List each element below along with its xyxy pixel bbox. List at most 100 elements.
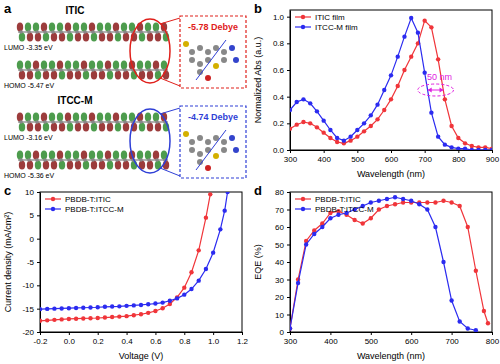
series-point: [482, 309, 486, 313]
orbital-lobe: [89, 61, 95, 70]
atom: [123, 30, 127, 34]
series-point: [396, 54, 400, 58]
atom: [67, 30, 71, 34]
series-point: [385, 204, 389, 208]
series-point: [417, 202, 421, 206]
x-tick-label: 1.2: [237, 337, 249, 346]
series-point: [168, 299, 172, 303]
y-tick-label: 1.0: [273, 13, 285, 22]
atom: [19, 68, 23, 72]
orbital-lobe: [147, 123, 153, 132]
atom: [91, 68, 95, 72]
atom: [139, 158, 143, 162]
legend-label: PBDB-T:ITIC: [65, 195, 111, 204]
orbital-lobe: [75, 161, 81, 170]
series-point: [290, 126, 292, 130]
panel-letter: a: [4, 1, 12, 16]
series-point: [382, 88, 386, 92]
orbital-lobe: [115, 33, 121, 42]
atom: [155, 68, 159, 72]
series-point: [463, 146, 467, 150]
orbital-lobe: [35, 33, 41, 42]
series-point: [124, 314, 128, 318]
series-point: [197, 278, 201, 282]
series-point: [449, 200, 453, 204]
orbital-lobe: [27, 161, 33, 170]
y-tick: 0.4: [273, 93, 290, 102]
orbital-lobe: [43, 33, 49, 42]
orbital-lobe: [81, 113, 87, 122]
orbital-lobe: [33, 113, 39, 122]
plot-marks: [290, 16, 492, 150]
legend: PBDB-T:ITICPBDB-T:ITCC-M: [295, 195, 374, 214]
x-tick: 0.6: [150, 332, 162, 346]
annotation: 50 nm: [418, 72, 454, 96]
series-point: [211, 250, 215, 254]
atom: [107, 158, 111, 162]
atom: [221, 139, 227, 145]
lumo-label: LUMO -3.16 eV: [4, 134, 53, 141]
series-point: [132, 313, 136, 317]
legend-marker: [301, 25, 305, 29]
atom: [147, 68, 151, 72]
series-point: [393, 195, 397, 199]
atom: [107, 68, 111, 72]
plot-frame: [290, 10, 492, 150]
y-tick: 60: [275, 223, 290, 232]
orbital-lobe: [97, 151, 103, 160]
atom: [51, 120, 55, 124]
atom: [99, 68, 103, 72]
dipole-label: -4.74 Debye: [188, 112, 238, 122]
series-point: [402, 34, 406, 38]
atom: [213, 63, 219, 69]
orbital-lobe: [65, 113, 71, 122]
series-point: [88, 305, 92, 309]
x-tick-label: 400: [317, 155, 331, 164]
orbital-lobe: [51, 161, 57, 170]
orbital-lobe: [147, 33, 153, 42]
orbital-lobe: [49, 23, 55, 32]
atom: [99, 30, 103, 34]
atom: [197, 45, 203, 51]
panel-letter: d: [254, 183, 262, 198]
atom: [229, 135, 235, 141]
series-point: [117, 314, 121, 318]
connector: [160, 108, 180, 114]
x-tick-label: 700: [445, 337, 459, 346]
orbital-lobe: [121, 113, 127, 122]
orbital-lobe: [107, 123, 113, 132]
y-axis: 01020304050607080: [275, 188, 290, 337]
homo-label: HOMO -5.47 eV: [4, 82, 55, 89]
orbital-lobe: [59, 161, 65, 170]
orbital-lobe: [33, 61, 39, 70]
atom: [233, 57, 239, 63]
orbital-lobe: [153, 23, 159, 32]
series-point: [422, 18, 426, 22]
series-point: [45, 307, 49, 311]
orbital-lobe: [145, 23, 151, 32]
series-point: [132, 303, 136, 307]
atom: [19, 120, 23, 124]
orbital-lobe: [81, 151, 87, 160]
series-point: [218, 227, 222, 231]
series-point: [483, 148, 487, 150]
series-point: [67, 306, 71, 310]
atom: [221, 57, 227, 63]
series-point: [308, 121, 312, 125]
dipole-vector: [196, 130, 226, 170]
y-tick: 50: [275, 241, 290, 250]
atom: [27, 120, 31, 124]
series-point: [355, 134, 359, 138]
x-axis-title: Voltage (V): [119, 351, 164, 361]
atom: [43, 158, 47, 162]
series-point: [409, 16, 413, 20]
x-axis-title: Wavelength (nm): [357, 351, 425, 361]
orbital-lobe: [107, 161, 113, 170]
x-tick-label: 600: [405, 337, 419, 346]
arrow-head: [428, 88, 444, 93]
atom: [189, 147, 195, 153]
series-point: [457, 319, 461, 323]
series-point: [153, 301, 157, 305]
x-tick-label: 0.4: [122, 337, 134, 346]
atom: [233, 147, 239, 153]
